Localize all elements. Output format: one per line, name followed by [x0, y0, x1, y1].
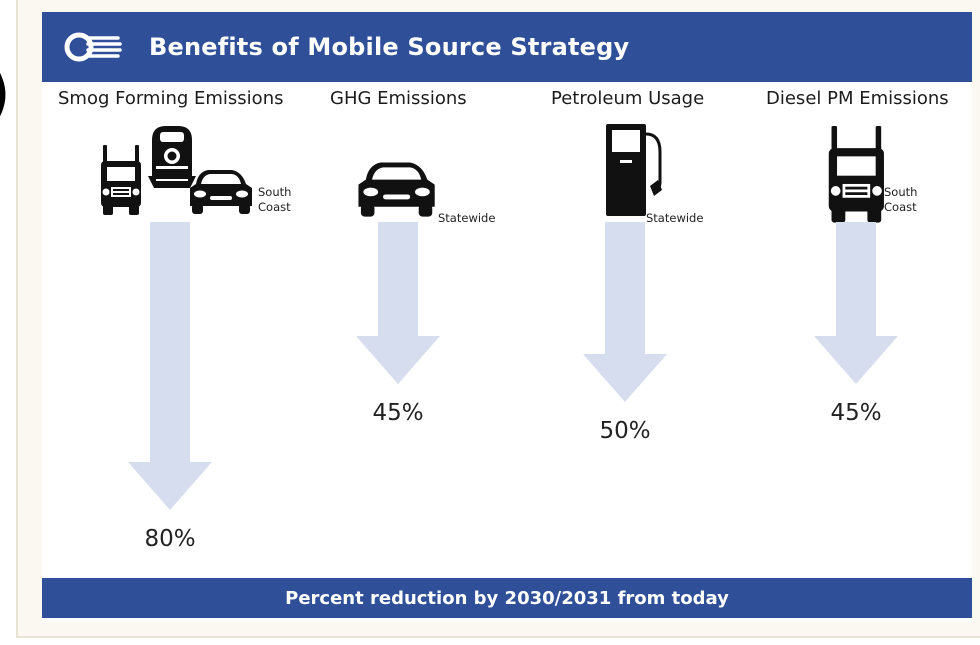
chart-caption: Percent reduction by 2030/2031 from toda… [42, 578, 972, 618]
train-icon [147, 125, 197, 189]
page-left-margin: ) [0, 0, 16, 645]
scope-label: Coast [884, 200, 917, 214]
scope-label: South [884, 185, 917, 199]
truck-icon [101, 145, 141, 215]
scope-label: Coast [258, 200, 291, 214]
fuel-pump-icon [604, 122, 664, 218]
value-label: 45% [372, 400, 423, 426]
chart-panel [42, 12, 972, 622]
category-label-diesel: Diesel PM Emissions [766, 88, 949, 109]
reduction-arrow [583, 222, 667, 402]
category-label-ghg: GHG Emissions [330, 88, 467, 109]
header-banner: Benefits of Mobile Source Strategy [42, 12, 972, 82]
value-label: 80% [144, 526, 195, 552]
chart-title: Benefits of Mobile Source Strategy [149, 33, 630, 61]
car-icon [190, 170, 252, 214]
value-label: 50% [599, 418, 650, 444]
truck-icon [828, 126, 884, 223]
value-label: 45% [830, 400, 881, 426]
scope-label: Statewide [646, 211, 703, 225]
category-label-petroleum: Petroleum Usage [551, 88, 705, 109]
reduction-arrow [814, 222, 898, 384]
reduction-arrow [356, 222, 440, 384]
scope-label: South [258, 185, 291, 199]
scope-label: Statewide [438, 211, 495, 225]
category-label-smog: Smog Forming Emissions [58, 88, 284, 109]
car-icon [358, 162, 435, 217]
edge-glyph: ) [0, 62, 11, 126]
reduction-arrow [128, 222, 212, 510]
cycle-logo-icon [64, 32, 124, 62]
